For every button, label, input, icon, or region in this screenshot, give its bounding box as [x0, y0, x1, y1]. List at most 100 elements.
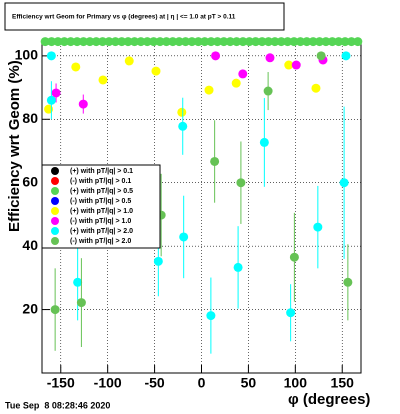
- y-tick-label: 60: [22, 173, 38, 189]
- marker: [153, 256, 163, 266]
- legend-marker: [51, 187, 59, 195]
- x-tick-label: -100: [94, 375, 122, 391]
- legend-marker: [51, 207, 59, 215]
- legend-marker: [51, 227, 59, 235]
- legend-label: (+) with pT/|q| > 1.0: [70, 208, 133, 215]
- marker: [232, 37, 242, 47]
- marker: [142, 37, 152, 47]
- marker: [236, 178, 246, 188]
- y-tick-label: 40: [22, 237, 38, 253]
- x-axis-label: φ (degrees): [288, 391, 370, 408]
- marker: [231, 78, 241, 88]
- marker: [346, 37, 356, 47]
- title-box: [4, 2, 285, 31]
- marker: [204, 85, 214, 95]
- marker: [149, 37, 159, 47]
- marker: [85, 37, 95, 47]
- marker: [130, 37, 140, 47]
- marker: [123, 37, 133, 47]
- marker: [270, 37, 280, 47]
- marker: [321, 37, 331, 47]
- marker: [339, 178, 349, 188]
- chart-title: Efficiency wrt Geom for Primary vs φ (de…: [12, 14, 236, 21]
- marker: [289, 37, 299, 47]
- marker: [40, 37, 50, 47]
- marker: [311, 83, 321, 93]
- legend-label: (-) with pT/|q| > 0.1: [70, 178, 131, 185]
- marker: [66, 37, 76, 47]
- legend-box: [41, 164, 161, 249]
- timestamp: Tue Sep 8 08:28:46 2020: [5, 400, 110, 410]
- marker: [291, 60, 301, 70]
- marker: [343, 277, 353, 287]
- marker: [206, 37, 216, 47]
- marker: [251, 37, 261, 47]
- marker: [178, 121, 188, 131]
- marker: [193, 37, 203, 47]
- marker: [341, 51, 351, 61]
- marker: [50, 305, 60, 315]
- marker: [98, 37, 108, 47]
- marker: [340, 37, 350, 47]
- marker: [259, 137, 269, 147]
- legend-marker: [51, 237, 59, 245]
- x-tick-label: 50: [241, 375, 257, 391]
- x-tick-label: 150: [331, 375, 355, 391]
- legend-label: (-) with pT/|q| > 1.0: [70, 218, 131, 225]
- marker: [51, 88, 61, 98]
- marker: [257, 37, 267, 47]
- legend-label: (+) with pT/|q| > 0.1: [70, 168, 133, 175]
- marker: [210, 156, 220, 166]
- legend-label: (+) with pT/|q| > 2.0: [70, 228, 133, 235]
- legend-marker: [51, 167, 59, 175]
- marker: [110, 37, 120, 47]
- marker: [124, 56, 134, 66]
- marker: [263, 86, 273, 96]
- marker: [284, 60, 294, 70]
- marker: [104, 37, 114, 47]
- marker: [117, 37, 127, 47]
- y-tick-label: 20: [22, 300, 38, 316]
- marker: [71, 62, 81, 72]
- legend-marker: [51, 217, 59, 225]
- y-axis-label: Efficiency wrt Geom (%): [6, 60, 23, 232]
- marker: [334, 37, 344, 47]
- legend-marker: [51, 197, 59, 205]
- marker: [286, 308, 296, 318]
- marker: [179, 232, 189, 242]
- y-tick-label: 80: [22, 110, 38, 126]
- marker: [206, 311, 216, 321]
- marker: [177, 107, 187, 117]
- marker: [308, 37, 318, 47]
- marker: [187, 37, 197, 47]
- marker: [155, 37, 165, 47]
- marker: [265, 53, 275, 63]
- marker: [78, 99, 88, 109]
- legend-marker: [51, 177, 59, 185]
- marker: [136, 37, 146, 47]
- marker: [59, 37, 69, 47]
- legend-label: (-) with pT/|q| > 2.0: [70, 238, 131, 245]
- marker: [73, 277, 83, 287]
- marker: [91, 37, 101, 47]
- marker: [168, 37, 178, 47]
- marker: [276, 37, 286, 47]
- marker: [313, 222, 323, 232]
- marker: [283, 37, 293, 47]
- marker: [47, 37, 57, 47]
- marker: [200, 37, 210, 47]
- marker: [78, 37, 88, 47]
- marker: [302, 37, 312, 47]
- marker: [289, 252, 299, 262]
- marker: [263, 37, 273, 47]
- marker: [225, 37, 235, 47]
- marker: [181, 37, 191, 47]
- marker: [44, 104, 54, 114]
- marker: [233, 262, 243, 272]
- marker: [295, 37, 305, 47]
- marker: [238, 69, 248, 79]
- marker: [46, 95, 56, 105]
- marker: [244, 37, 254, 47]
- marker: [327, 37, 337, 47]
